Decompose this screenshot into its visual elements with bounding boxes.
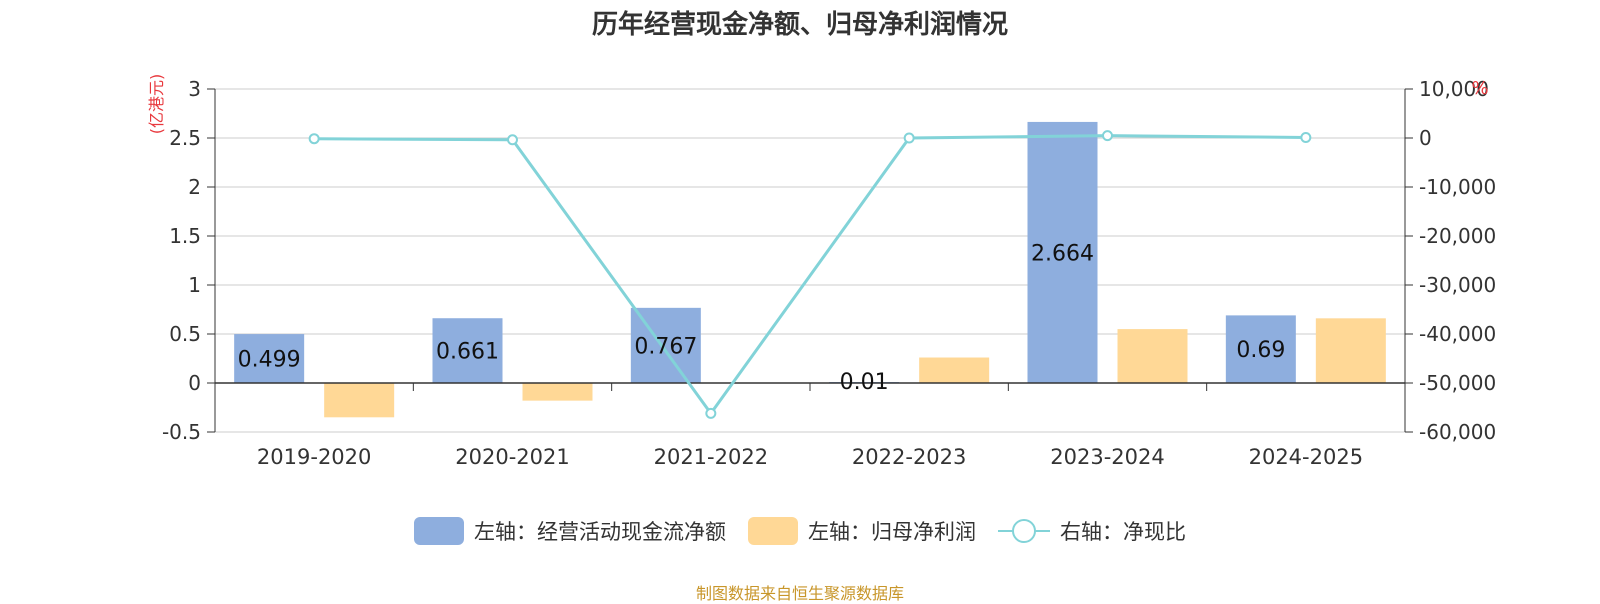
right-tick-label: -10,000 [1419, 175, 1496, 199]
right-tick-label: 10,000 [1419, 77, 1489, 101]
axes: -0.5 0 0.5 1 1.5 2 2.5 3 -60,000 -50,000 -40,000 -3… [162, 77, 1496, 469]
legend-label-cashflow: 左轴：经营活动现金流净额 [474, 520, 726, 544]
x-tick-label: 2024-2025 [1249, 445, 1363, 469]
data-label-cashflow: 0.69 [1236, 338, 1285, 363]
legend: 左轴：经营活动现金流净额 左轴：归母净利润 右轴：净现比 [0, 516, 1600, 546]
bar-netprofit[interactable] [324, 383, 395, 418]
legend-item-cashflow[interactable]: 左轴：经营活动现金流净额 [414, 516, 726, 546]
ratio-point[interactable] [1300, 131, 1312, 143]
left-tick-label: 2.5 [169, 126, 201, 150]
left-tick-label: 3 [188, 77, 201, 101]
bar-cashflow[interactable] [1225, 315, 1296, 383]
data-label-cashflow: 0.767 [634, 334, 697, 359]
left-axis-unit: (亿港元) [147, 74, 166, 135]
right-tick-label: -30,000 [1419, 273, 1496, 297]
data-label-cashflow: 2.664 [1031, 241, 1094, 266]
right-tick-label: -50,000 [1419, 371, 1496, 395]
ratio-point[interactable] [903, 132, 915, 144]
bar-series [234, 121, 1386, 418]
right-tick-label: -20,000 [1419, 224, 1496, 248]
ratio-line [314, 134, 1306, 416]
data-label-cashflow: 0.499 [238, 348, 301, 373]
legend-swatch-ratio [998, 519, 1050, 543]
left-tick-label: -0.5 [162, 420, 201, 444]
left-tick-label: 2 [188, 175, 201, 199]
legend-label-netprofit: 左轴：归母净利润 [808, 520, 976, 544]
bar-netprofit[interactable] [1315, 318, 1386, 383]
ratio-point[interactable] [507, 134, 518, 146]
right-tick-label: -60,000 [1419, 420, 1496, 444]
x-tick-label: 2019-2020 [257, 445, 371, 469]
legend-label-ratio: 右轴：净现比 [1060, 520, 1186, 544]
bar-netprofit[interactable] [919, 357, 990, 383]
ratio-point[interactable] [705, 407, 717, 419]
left-tick-label: 1.5 [169, 224, 201, 248]
legend-item-netprofit[interactable]: 左轴：归母净利润 [748, 516, 976, 546]
data-label-cashflow: 0.01 [840, 370, 889, 395]
right-axis-unit: % [1471, 78, 1488, 99]
left-tick-label: 0.5 [169, 322, 201, 346]
ratio-point[interactable] [308, 133, 320, 145]
line-series [308, 130, 1312, 419]
bar-cashflow[interactable] [234, 334, 305, 383]
legend-swatch-netprofit [748, 517, 798, 545]
right-tick-label: -40,000 [1419, 322, 1496, 346]
right-tick-label: 0 [1419, 126, 1432, 150]
x-tick-label: 2020-2021 [455, 445, 569, 469]
left-tick-label: 1 [188, 273, 201, 297]
bar-netprofit[interactable] [522, 383, 593, 401]
bar-cashflow[interactable] [432, 318, 503, 383]
x-tick-label: 2023-2024 [1050, 445, 1164, 469]
data-label-cashflow: 0.661 [436, 340, 499, 365]
ratio-point[interactable] [1102, 130, 1113, 142]
legend-item-ratio[interactable]: 右轴：净现比 [998, 516, 1186, 546]
legend-swatch-cashflow [414, 517, 464, 545]
left-tick-label: 0 [188, 371, 201, 395]
bar-cashflow[interactable] [1027, 121, 1098, 383]
data-labels: 0.499 0.661 0.767 0.01 2.664 0.69 [238, 241, 1286, 395]
source-note: 制图数据来自恒生聚源数据库 [695, 584, 904, 603]
bar-netprofit[interactable] [1117, 329, 1188, 383]
x-tick-label: 2021-2022 [654, 445, 768, 469]
x-tick-label: 2022-2023 [852, 445, 966, 469]
chart-title: 历年经营现金净额、归母净利润情况 [591, 10, 1008, 40]
